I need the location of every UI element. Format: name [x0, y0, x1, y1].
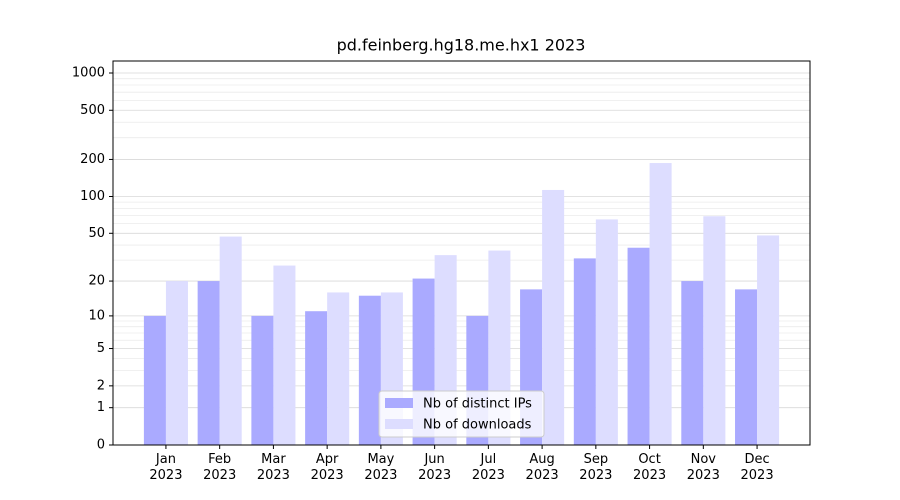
bar	[573, 258, 596, 445]
x-tick-label: Dec 2023	[740, 452, 774, 483]
bar	[703, 216, 726, 445]
y-tick-label: 200	[80, 152, 105, 167]
bar	[627, 247, 650, 445]
y-tick-label: 20	[88, 274, 105, 289]
plot-frame	[112, 60, 811, 446]
x-tick-label: Apr 2023	[310, 452, 344, 483]
bar	[681, 281, 704, 445]
x-tick-label: Mar 2023	[256, 452, 290, 483]
bar	[735, 289, 758, 445]
x-tick-label: Jul 2023	[471, 452, 505, 483]
bar	[273, 265, 296, 445]
bar	[305, 311, 328, 445]
legend-swatch	[385, 419, 413, 429]
y-tick-label: 10	[88, 308, 105, 323]
x-tick-label: May 2023	[364, 452, 398, 483]
bar	[595, 219, 618, 445]
bar	[327, 292, 350, 445]
bar	[757, 235, 780, 445]
x-tick-label: Feb 2023	[203, 452, 237, 483]
bar	[219, 236, 242, 445]
y-tick-label: 0	[97, 438, 105, 453]
y-tick-label: 500	[80, 103, 105, 118]
y-tick-label: 5	[97, 341, 105, 356]
y-tick-label: 1	[97, 400, 105, 415]
y-tick-label: 1000	[72, 66, 105, 81]
bar	[165, 281, 188, 445]
bar	[358, 295, 381, 445]
legend-label: Nb of downloads	[423, 418, 532, 433]
x-tick-label: Nov 2023	[686, 452, 720, 483]
legend: Nb of distinct IPs Nb of downloads	[378, 390, 545, 438]
legend-label: Nb of distinct IPs	[423, 397, 532, 412]
bar	[251, 315, 274, 445]
bar	[649, 163, 672, 446]
x-tick-label: Sep 2023	[579, 452, 613, 483]
chart-title: pd.feinberg.hg18.me.hx1 2023	[337, 36, 586, 55]
legend-swatch	[385, 398, 413, 408]
x-tick-label: Oct 2023	[633, 452, 667, 483]
y-tick-label: 50	[88, 226, 105, 241]
bar	[143, 315, 166, 445]
bar	[542, 189, 565, 445]
x-tick-label: Jan 2023	[149, 452, 183, 483]
y-tick-label: 100	[80, 189, 105, 204]
x-tick-label: Jun 2023	[418, 452, 452, 483]
bar	[197, 281, 220, 445]
y-tick-label: 2	[97, 378, 105, 393]
legend-box	[378, 390, 545, 438]
x-tick-label: Aug 2023	[525, 452, 559, 483]
